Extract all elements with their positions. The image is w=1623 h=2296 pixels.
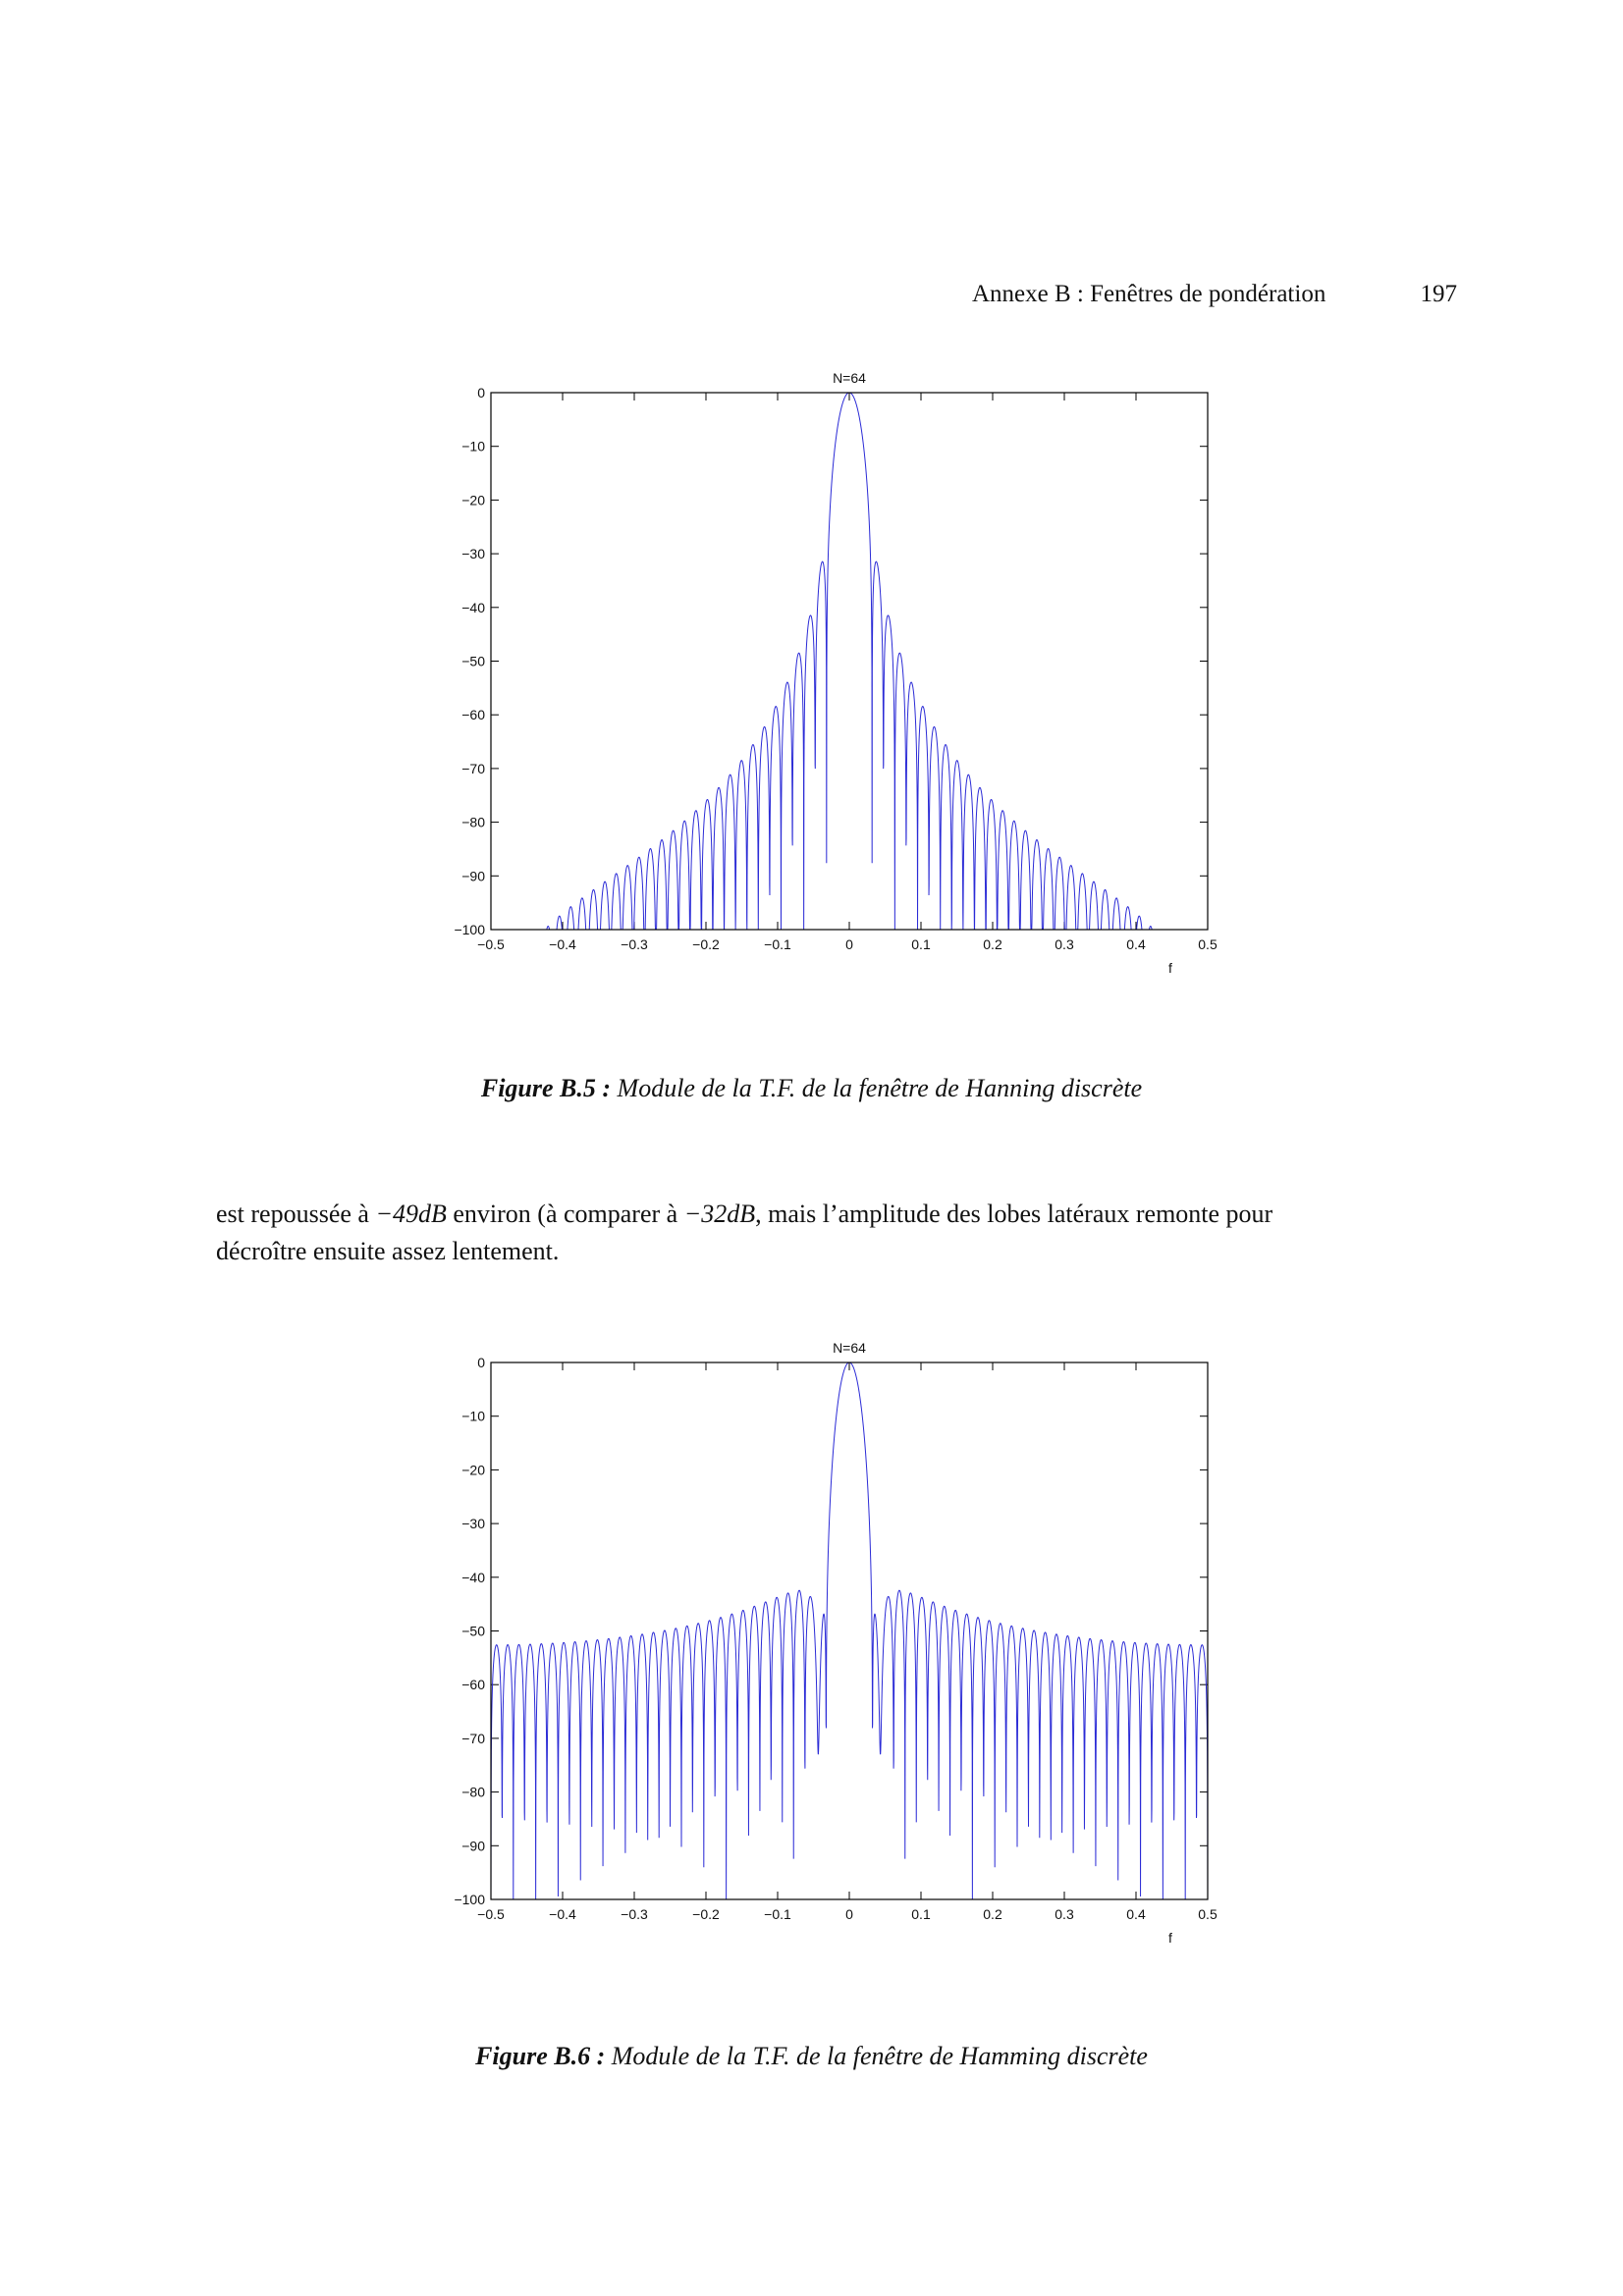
body-text-1a: est repoussée à [216,1200,376,1228]
spectrum-line [491,393,1208,930]
page-number: 197 [1420,281,1458,307]
figure-b5-caption-text: Module de la T.F. de la fenêtre de Hanni… [611,1074,1143,1102]
body-text-2: décroître ensuite assez lentement. [216,1237,560,1265]
x-tick-label: 0.2 [983,1906,1002,1922]
body-math-49db: −49dB [375,1200,447,1228]
hamming-spectrum-chart: N=64 −0.5 −0.4 −0.3 −0.2 −0.1 0 0.1 0.2 0.3 0.4 0.5… [454,1340,1217,1946]
x-tick-label: 0.4 [1126,1906,1146,1922]
x-tick-label: 0.3 [1055,936,1074,952]
x-tick-label: 0.2 [983,936,1002,952]
y-tick-label: −50 [461,1624,485,1639]
y-tick-label: −20 [461,1462,485,1477]
y-tick-label: 0 [477,385,485,400]
figure-b5-label: Figure B.5 : [480,1074,612,1102]
plot-frame [490,392,1209,931]
y-tick-label: −70 [461,761,485,776]
x-tick-label: −0.4 [549,1906,576,1922]
body-text-1c: environ (à comparer à [446,1200,684,1228]
x-tick-label: −0.5 [477,936,505,952]
body-text-1e: , mais l’amplitude des lobes latéraux re… [755,1200,1273,1228]
figure-b6-caption: Figure B.6 : Module de la T.F. de la fen… [0,2042,1623,2071]
x-tick-label: −0.1 [764,936,791,952]
body-paragraph: est repoussée à −49dB environ (à compare… [216,1196,1468,1270]
x-axis-label: f [1168,1930,1172,1946]
x-tick-label: −0.2 [692,1906,720,1922]
y-tick-label: −60 [461,707,485,722]
x-tick-label: −0.3 [621,936,648,952]
y-tick-label: −30 [461,1516,485,1531]
x-tick-label: 0.3 [1055,1906,1074,1922]
x-tick-label: 0 [845,1906,853,1922]
x-tick-label: 0.1 [911,936,931,952]
y-tick-label: −100 [454,1892,485,1907]
y-tick-label: −40 [461,1570,485,1585]
plot-frame [490,1362,1209,1900]
y-tick-label: −100 [454,922,485,937]
figure-b6-caption-text: Module de la T.F. de la fenêtre de Hammi… [605,2042,1148,2070]
x-tick-label: 0 [845,936,853,952]
y-tick-label: −70 [461,1731,485,1746]
y-tick-label: −50 [461,654,485,669]
x-tick-label: −0.4 [549,936,576,952]
x-axis-label: f [1168,960,1172,976]
x-tick-label: 0.5 [1198,1906,1217,1922]
x-tick-label: −0.5 [477,1906,505,1922]
y-tick-label: −40 [461,600,485,615]
chart-title: N=64 [833,370,866,386]
y-tick-label: −10 [461,1409,485,1424]
body-math-32db: −32dB [683,1200,756,1228]
x-tick-label: −0.2 [692,936,720,952]
x-tick-label: 0.4 [1126,936,1146,952]
y-tick-label: −90 [461,1838,485,1853]
figure-b6-label: Figure B.6 : [475,2042,606,2070]
x-tick-label: −0.1 [764,1906,791,1922]
x-tick-label: 0.5 [1198,936,1217,952]
running-title: Annexe B : Fenêtres de pondération [972,281,1326,307]
y-tick-label: −80 [461,1785,485,1800]
hanning-spectrum-chart: N=64 −0.5 −0.4 −0.3 −0.2 −0.1 0 0.1 0.2 0.3 0.4 0.5… [454,370,1217,976]
spectrum-line [491,1362,1208,1899]
chart-title: N=64 [833,1340,866,1356]
figure-b5-plot: N=64 −0.5 −0.4 −0.3 −0.2 −0.1 0 0.1 0.2 0.3 0.4 0.5… [432,363,1237,1011]
x-tick-label: −0.3 [621,1906,648,1922]
figure-b5-caption: Figure B.5 : Module de la T.F. de la fen… [0,1074,1623,1103]
y-tick-label: −30 [461,546,485,561]
y-tick-label: −90 [461,868,485,883]
x-tick-label: 0.1 [911,1906,931,1922]
y-tick-label: 0 [477,1355,485,1370]
figure-b6-plot: N=64 −0.5 −0.4 −0.3 −0.2 −0.1 0 0.1 0.2 0.3 0.4 0.5… [432,1333,1237,1981]
y-tick-label: −10 [461,439,485,454]
y-tick-label: −60 [461,1677,485,1692]
y-tick-label: −80 [461,815,485,830]
y-tick-label: −20 [461,492,485,507]
